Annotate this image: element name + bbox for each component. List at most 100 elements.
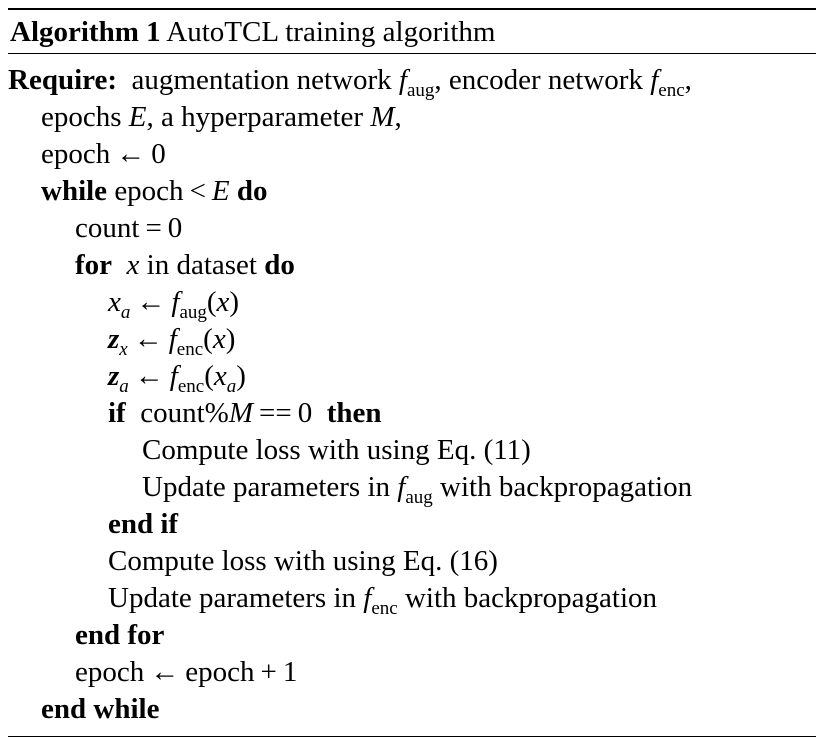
f-aug-symbol: f	[397, 471, 406, 503]
assign-arrow: ←	[136, 286, 166, 318]
f-enc-symbol: f	[168, 323, 177, 355]
compute-loss-16-text: Compute loss with using Eq. (16)	[108, 545, 498, 577]
f-aug-symbol: f	[171, 286, 180, 318]
comma: ,	[394, 101, 402, 133]
line-require-cont: epochs E, a hyperparameter M,	[8, 99, 816, 136]
comma: ,	[434, 64, 442, 96]
enc-subscript: enc	[371, 598, 398, 619]
z-symbol: z	[108, 323, 120, 355]
for-keyword: for	[75, 249, 113, 281]
epochs-text: epochs	[41, 101, 122, 133]
aug-subscript: aug	[405, 487, 433, 508]
line-require: Require: augmentation network faug, enco…	[8, 62, 816, 101]
M-symbol: M	[370, 101, 395, 133]
enc-subscript: enc	[176, 339, 204, 360]
assign-arrow: ←	[150, 656, 180, 688]
less-than: <	[189, 175, 206, 207]
count-text: count	[75, 212, 140, 244]
line-for: for x in dataset do	[8, 247, 816, 284]
in-dataset-text: in dataset	[146, 249, 257, 281]
end-while-keyword: end while	[41, 693, 160, 725]
line-epoch-init: epoch ← 0	[8, 136, 816, 173]
x-symbol: x	[216, 286, 230, 318]
enc-subscript: enc	[658, 80, 685, 101]
line-augment: xa ← faug(x)	[8, 284, 816, 323]
rparen: )	[229, 286, 240, 318]
compute-loss-11-text: Compute loss with using Eq. (11)	[142, 434, 531, 466]
require-text-3: , a hyperparameter	[146, 101, 364, 133]
E-symbol: E	[128, 101, 147, 133]
end-for-keyword: end for	[75, 619, 165, 651]
top-rule	[8, 8, 816, 10]
require-text-1: augmentation network	[131, 64, 392, 96]
line-while: while epoch < E do	[8, 173, 816, 210]
double-equals: ==	[258, 397, 292, 429]
update-post-text: with backpropagation	[440, 471, 693, 503]
if-keyword: if	[108, 397, 126, 429]
equals: =	[145, 212, 162, 244]
count-mod-text: count%	[140, 397, 229, 429]
require-text-2: encoder network	[448, 64, 643, 96]
line-epoch-increment: epoch ← epoch +1	[8, 654, 816, 691]
zero: 0	[297, 397, 313, 429]
x-symbol: x	[213, 360, 227, 392]
update-pre-text: Update parameters in	[108, 582, 357, 614]
line-update-enc: Update parameters in fenc with backpropa…	[8, 580, 816, 619]
E-symbol: E	[211, 175, 230, 207]
algorithm-body: Require: augmentation network faug, enco…	[8, 54, 816, 736]
x-symbol: x	[212, 323, 226, 355]
do-keyword: do	[236, 175, 268, 207]
rparen: )	[225, 323, 236, 355]
lparen: (	[203, 323, 213, 355]
update-pre-text: Update parameters in	[142, 471, 391, 503]
epoch-text: epoch	[185, 656, 255, 688]
assign-arrow: ←	[134, 360, 164, 392]
line-end-while: end while	[8, 691, 816, 728]
aug-subscript: aug	[179, 302, 207, 323]
aug-subscript: aug	[406, 80, 435, 101]
line-compute-16: Compute loss with using Eq. (16)	[8, 543, 816, 580]
a-subscript: a	[120, 302, 131, 323]
epoch-text: epoch	[41, 138, 111, 170]
then-keyword: then	[326, 397, 382, 429]
assign-arrow: ←	[116, 138, 146, 170]
line-end-for: end for	[8, 617, 816, 654]
rparen: )	[236, 360, 246, 392]
line-compute-11: Compute loss with using Eq. (11)	[8, 432, 816, 469]
z-symbol: z	[108, 360, 120, 392]
f-aug-symbol: f	[398, 64, 407, 96]
require-keyword: Require:	[8, 64, 118, 96]
a-subscript: a	[226, 376, 237, 397]
enc-subscript: enc	[177, 376, 205, 397]
x-subscript: x	[119, 339, 128, 360]
line-encode-x: zx ← fenc(x)	[8, 321, 816, 360]
lparen: (	[206, 286, 217, 318]
caption-rule	[8, 53, 816, 54]
line-end-if: end if	[8, 506, 816, 543]
while-keyword: while	[41, 175, 108, 207]
algorithm-caption: Algorithm 1 AutoTCL training algorithm	[8, 10, 816, 53]
epoch-text: epoch	[114, 175, 184, 207]
line-encode-xa: za ← fenc(xa)	[8, 358, 816, 397]
lparen: (	[204, 360, 214, 392]
assign-arrow: ←	[133, 323, 163, 355]
line-if: if count%M == 0 then	[8, 395, 816, 432]
comma: ,	[684, 64, 692, 96]
line-count-init: count = 0	[8, 210, 816, 247]
do-keyword: do	[264, 249, 295, 281]
f-enc-symbol: f	[169, 360, 178, 392]
algorithm-block: Algorithm 1 AutoTCL training algorithm R…	[8, 8, 816, 737]
zero: 0	[151, 138, 166, 170]
algorithm-label: Algorithm 1	[10, 16, 161, 48]
a-subscript: a	[119, 376, 129, 397]
x-symbol: x	[126, 249, 140, 281]
plus: +	[260, 656, 277, 688]
end-if-keyword: end if	[108, 508, 179, 540]
f-enc-symbol: f	[650, 64, 659, 96]
M-symbol: M	[228, 397, 253, 429]
zero: 0	[167, 212, 183, 244]
algorithm-title: AutoTCL training algorithm	[166, 16, 496, 48]
one: 1	[282, 656, 298, 688]
x-symbol: x	[108, 286, 121, 318]
line-update-aug: Update parameters in faug with backpropa…	[8, 469, 816, 508]
